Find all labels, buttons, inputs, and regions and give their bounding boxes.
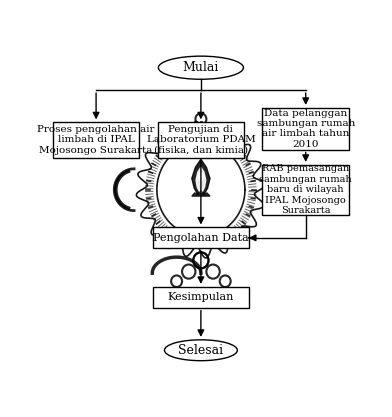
- Text: Mulai: Mulai: [183, 61, 219, 74]
- Text: RAB pemasangan
sambungan rumah
baru di wilayah
IPAL Mojosongo
Surakarta: RAB pemasangan sambungan rumah baru di w…: [260, 164, 352, 215]
- FancyBboxPatch shape: [153, 287, 249, 308]
- Text: Data pelanggan
sambungan rumah
air limbah tahun
2010: Data pelanggan sambungan rumah air limba…: [256, 108, 355, 149]
- Polygon shape: [196, 167, 206, 191]
- FancyBboxPatch shape: [53, 122, 140, 158]
- Text: Proses pengolahan air
limbah di IPAL
Mojosongo Surakarta: Proses pengolahan air limbah di IPAL Moj…: [37, 125, 155, 155]
- Text: Pengolahan Data: Pengolahan Data: [153, 233, 249, 243]
- Text: Kesimpulan: Kesimpulan: [168, 292, 234, 302]
- Polygon shape: [192, 159, 210, 194]
- FancyBboxPatch shape: [262, 108, 349, 150]
- FancyBboxPatch shape: [158, 122, 244, 158]
- Text: Pengujian di
Laboratorium PDAM
(fisika, dan kimia): Pengujian di Laboratorium PDAM (fisika, …: [147, 125, 255, 155]
- Text: Selesai: Selesai: [178, 344, 223, 357]
- FancyBboxPatch shape: [153, 227, 249, 248]
- FancyBboxPatch shape: [262, 165, 349, 215]
- Polygon shape: [192, 193, 210, 196]
- Ellipse shape: [199, 173, 203, 181]
